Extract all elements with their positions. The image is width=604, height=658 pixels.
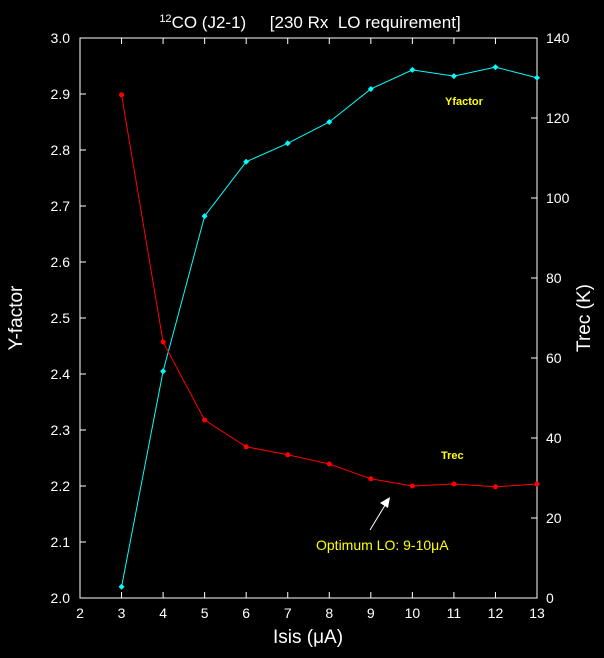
x-axis-label: Isis (μA)	[273, 627, 343, 648]
data-point-yfactor	[367, 85, 374, 92]
data-point-yfactor	[534, 74, 540, 81]
y-tick-label: 2.2	[51, 478, 71, 494]
data-point-yfactor	[409, 66, 416, 73]
title-superscript: 12	[159, 13, 171, 25]
plot-frame	[79, 37, 538, 599]
series-label-yfactor: Yfactor	[445, 96, 484, 108]
x-tick-label: 13	[529, 605, 545, 621]
y2-tick-label: 120	[546, 110, 570, 126]
y-tick-label: 2.7	[51, 198, 71, 214]
x-tick-label: 10	[405, 605, 421, 621]
y-tick-label: 2.0	[51, 590, 71, 606]
x-tick-label: 9	[367, 605, 375, 621]
data-point-yfactor	[284, 140, 291, 147]
y-axis-label: Y-factor	[6, 285, 27, 350]
x-tick-label: 11	[447, 605, 462, 621]
series-label-trec: Trec	[441, 450, 464, 462]
data-point-trec	[243, 444, 249, 450]
data-point-yfactor	[118, 583, 125, 590]
x-tick-label: 12	[488, 605, 504, 621]
y-tick-label: 2.5	[51, 310, 71, 326]
y-tick-label: 2.9	[51, 86, 71, 102]
title-text: CO (J2-1) [230 Rx LO requirement]	[172, 13, 461, 32]
y2-tick-label: 60	[546, 350, 562, 366]
y-tick-label: 2.1	[51, 534, 71, 550]
data-point-yfactor	[326, 119, 333, 125]
series-line-yfactor	[121, 66, 538, 587]
data-point-trec	[326, 461, 332, 467]
data-point-trec	[409, 483, 415, 489]
data-point-yfactor	[160, 368, 167, 375]
data-point-trec	[451, 481, 457, 487]
data-point-trec	[160, 339, 166, 345]
data-point-yfactor	[450, 73, 457, 80]
y-tick-label: 2.3	[51, 422, 71, 438]
x-tick-label: 5	[201, 605, 209, 621]
y2-tick-label: 100	[546, 190, 570, 206]
data-point-trec	[202, 417, 208, 423]
data-point-yfactor	[201, 213, 208, 220]
data-point-yfactor	[243, 158, 250, 165]
y2-tick-label: 80	[546, 270, 562, 286]
chart-title: 12CO (J2-1) [230 Rx LO requirement]	[159, 13, 460, 32]
y2-tick-label: 20	[546, 510, 562, 526]
y2-axis-label: Trec (K)	[574, 284, 595, 352]
data-point-trec	[368, 476, 374, 482]
x-tick-label: 3	[118, 605, 126, 621]
x-tick-label: 6	[242, 605, 250, 621]
data-point-trec	[119, 92, 125, 98]
y-tick-label: 3.0	[51, 30, 71, 46]
data-point-trec	[285, 452, 291, 458]
y2-tick-label: 40	[546, 430, 562, 446]
annotation-text: Optimum LO: 9-10μA	[316, 537, 449, 553]
data-point-yfactor	[492, 64, 499, 71]
annotation-arrow-line	[369, 501, 388, 531]
y-tick-label: 2.8	[51, 142, 71, 158]
x-tick-label: 2	[76, 605, 84, 621]
y2-tick-label: 140	[546, 30, 570, 46]
y-tick-label: 2.6	[51, 254, 71, 270]
data-point-trec	[492, 484, 498, 490]
x-tick-label: 4	[159, 605, 167, 621]
x-tick-label: 7	[284, 605, 292, 621]
data-point-trec	[534, 481, 540, 487]
y2-tick-label: 0	[546, 590, 554, 606]
annotation-arrow-head	[380, 497, 390, 508]
series-line-trec	[121, 94, 538, 488]
y-tick-label: 2.4	[51, 366, 71, 382]
x-tick-label: 8	[325, 605, 333, 621]
